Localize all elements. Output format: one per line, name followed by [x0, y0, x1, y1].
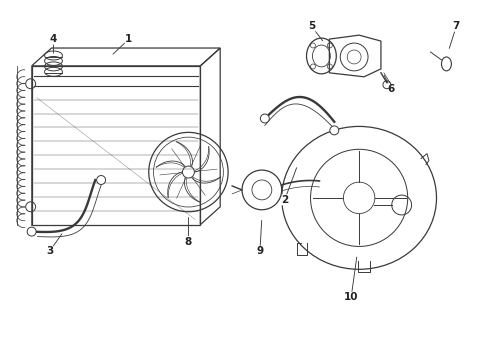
Text: 9: 9: [256, 247, 264, 256]
Circle shape: [97, 176, 105, 184]
Circle shape: [27, 227, 36, 236]
Text: 8: 8: [185, 237, 192, 247]
Text: 5: 5: [308, 21, 315, 31]
Text: 7: 7: [453, 21, 460, 31]
Text: 4: 4: [50, 34, 57, 44]
Text: 3: 3: [46, 247, 53, 256]
Text: 1: 1: [125, 34, 132, 44]
Text: 6: 6: [387, 84, 394, 94]
Circle shape: [260, 114, 270, 123]
Text: 2: 2: [281, 195, 288, 205]
Circle shape: [330, 126, 339, 135]
Text: 10: 10: [344, 292, 358, 302]
